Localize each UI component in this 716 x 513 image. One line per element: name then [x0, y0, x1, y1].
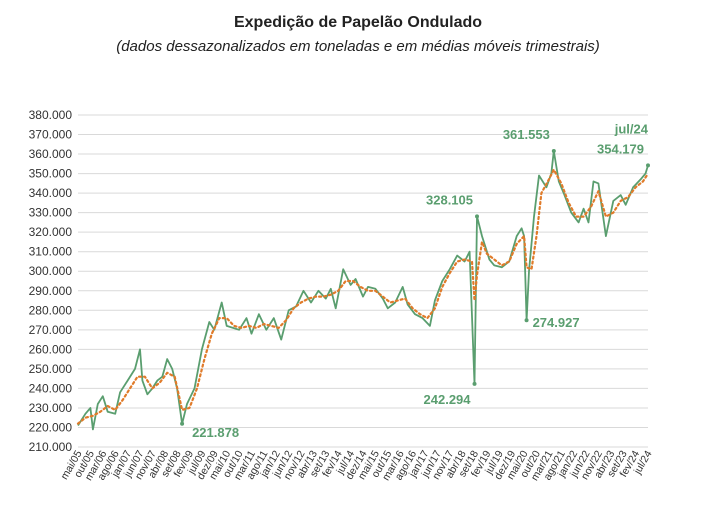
annotations-group: 221.878 328.105 242.294 274.927 361.553 354.1… — [180, 121, 650, 440]
y-tick-label: 350.000 — [29, 167, 73, 181]
x-axis-tick-labels: mai/05out/05mar/06ago/06jan/07jun/07nov/… — [58, 448, 654, 482]
annotation-label: 361.553 — [503, 127, 550, 142]
y-tick-label: 260.000 — [29, 342, 73, 356]
y-tick-label: 330.000 — [29, 206, 73, 220]
y-tick-label: 380.000 — [29, 108, 73, 122]
y-tick-label: 320.000 — [29, 225, 73, 239]
y-axis-tick-labels: 210.000 220.000 230.000 240.000 250.000 260.0… — [29, 108, 73, 454]
annotation-label: 328.105 — [426, 192, 473, 207]
gridlines — [78, 114, 648, 448]
annotation-marker — [472, 381, 477, 386]
y-tick-label: 270.000 — [29, 323, 73, 337]
annotation-label: 221.878 — [192, 425, 239, 440]
y-tick-label: 210.000 — [29, 440, 73, 454]
series-group — [76, 150, 650, 431]
annotation-label: 274.927 — [533, 315, 580, 330]
y-tick-label: 280.000 — [29, 303, 73, 317]
series-line-moving_average — [76, 168, 650, 425]
annotation-marker — [646, 163, 650, 168]
series-line-monthly — [77, 150, 649, 431]
annotation-marker — [180, 421, 185, 426]
annotation-label: 354.179 — [597, 141, 644, 156]
y-tick-label: 340.000 — [29, 186, 73, 200]
annotation-label: jul/24 — [614, 121, 649, 136]
y-tick-label: 300.000 — [29, 264, 73, 278]
annotation-label: 242.294 — [424, 392, 472, 407]
y-tick-label: 240.000 — [29, 381, 73, 395]
annotation-marker — [551, 149, 556, 154]
y-tick-label: 220.000 — [29, 420, 73, 434]
chart-title: Expedição de Papelão Ondulado — [233, 14, 483, 31]
y-tick-label: 370.000 — [29, 128, 73, 142]
annotation-marker — [475, 214, 479, 219]
y-tick-label: 360.000 — [29, 147, 73, 161]
annotation-marker — [524, 318, 529, 323]
y-tick-label: 230.000 — [29, 401, 73, 415]
chart-subtitle: (dados dessazonalizados em toneladas e e… — [116, 38, 600, 55]
y-tick-label: 310.000 — [29, 245, 73, 259]
y-tick-label: 250.000 — [29, 362, 73, 376]
y-tick-label: 290.000 — [29, 284, 73, 298]
